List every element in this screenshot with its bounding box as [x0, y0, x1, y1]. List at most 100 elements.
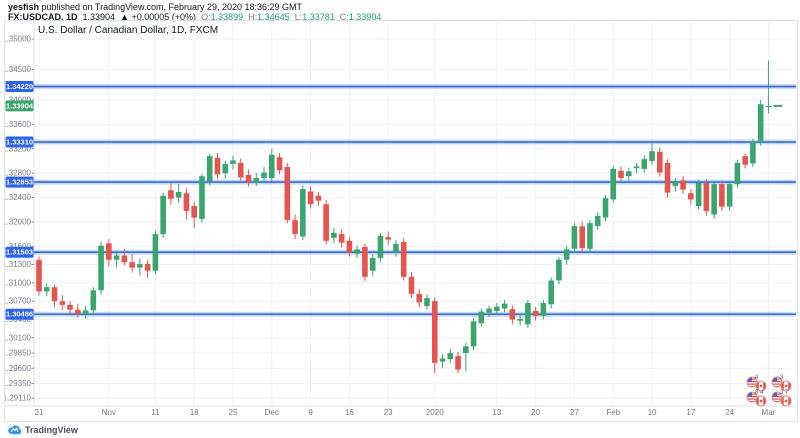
candle[interactable] [36, 259, 42, 292]
candle[interactable] [152, 234, 159, 271]
candle[interactable] [245, 174, 252, 183]
candle[interactable] [509, 309, 516, 320]
candle[interactable] [664, 162, 671, 193]
candle[interactable] [742, 156, 748, 165]
candle[interactable] [486, 308, 492, 313]
candle[interactable] [346, 240, 353, 253]
candle[interactable] [276, 157, 283, 171]
candle[interactable] [563, 249, 570, 260]
candle[interactable] [757, 104, 764, 141]
candle[interactable] [160, 195, 166, 235]
candle[interactable] [113, 255, 120, 260]
candle[interactable] [377, 235, 384, 258]
candle[interactable] [408, 276, 415, 294]
candle[interactable] [610, 168, 617, 200]
candle[interactable] [765, 105, 772, 108]
candle[interactable] [734, 162, 741, 185]
candle[interactable] [75, 309, 81, 314]
candle[interactable] [354, 249, 360, 254]
candle[interactable] [657, 151, 663, 173]
candle[interactable] [175, 192, 182, 198]
candle[interactable] [230, 160, 236, 164]
candle[interactable] [703, 182, 710, 211]
candle[interactable] [315, 195, 322, 201]
candle[interactable] [672, 181, 679, 186]
candle[interactable] [261, 172, 267, 179]
candle[interactable] [695, 182, 702, 207]
chart-legend-title[interactable]: U.S. Dollar / Canadian Dollar, 1D, FXCM [38, 25, 219, 36]
candle[interactable] [362, 246, 368, 277]
candle[interactable] [237, 162, 244, 178]
candle[interactable] [431, 301, 438, 363]
candle[interactable] [144, 263, 151, 271]
candle[interactable] [641, 159, 648, 169]
candle[interactable] [168, 190, 174, 199]
candle[interactable] [540, 303, 547, 316]
candle[interactable] [307, 191, 314, 205]
candle[interactable] [501, 303, 508, 309]
candle[interactable] [323, 204, 329, 241]
candle[interactable] [424, 298, 430, 307]
candle[interactable] [680, 180, 686, 190]
candle[interactable] [400, 242, 407, 277]
candle[interactable] [338, 234, 345, 243]
candle[interactable] [625, 171, 632, 177]
candle[interactable] [649, 151, 655, 161]
candle[interactable] [494, 306, 500, 311]
candle[interactable] [532, 310, 539, 316]
candle[interactable] [618, 170, 624, 179]
candle[interactable] [447, 353, 454, 360]
candle[interactable] [129, 262, 135, 268]
candle[interactable] [82, 310, 89, 314]
candle[interactable] [711, 184, 717, 215]
candle[interactable] [106, 243, 112, 260]
chart-canvas[interactable]: 1.35000 1.34500 1.34000 1.33600 1.33200 1.328… [2, 21, 797, 421]
candle[interactable] [369, 257, 376, 271]
candle[interactable] [385, 237, 391, 240]
candle[interactable] [292, 220, 298, 235]
candle[interactable] [478, 311, 485, 324]
candle[interactable] [183, 193, 190, 211]
candle[interactable] [191, 206, 197, 218]
candle[interactable] [90, 290, 97, 311]
idea-flag-marker[interactable]: 3 [771, 375, 797, 392]
candle[interactable] [470, 321, 477, 347]
idea-flag-marker[interactable]: 8 4 [746, 390, 772, 407]
candle[interactable] [726, 184, 733, 207]
candle[interactable] [579, 226, 585, 249]
candle[interactable] [67, 304, 73, 310]
candle[interactable] [269, 154, 275, 179]
candle[interactable] [253, 178, 260, 183]
candle[interactable] [393, 243, 399, 253]
candle[interactable] [137, 263, 143, 268]
tradingview-attribution[interactable]: TradingView [8, 423, 78, 436]
candle[interactable] [331, 232, 337, 238]
candle[interactable] [59, 301, 66, 305]
candle[interactable] [43, 287, 50, 292]
candle[interactable] [688, 193, 694, 200]
candle[interactable] [594, 215, 601, 227]
candle[interactable] [548, 280, 554, 305]
candle[interactable] [556, 259, 562, 281]
candle[interactable] [300, 188, 306, 237]
candle[interactable] [121, 255, 128, 263]
candle[interactable] [633, 166, 640, 169]
idea-flag-marker[interactable]: 4 [746, 375, 772, 392]
candle[interactable] [439, 358, 446, 362]
candle[interactable] [719, 184, 725, 207]
candle[interactable] [525, 303, 531, 325]
candle[interactable] [206, 156, 213, 182]
candle[interactable] [214, 157, 221, 175]
candle[interactable] [571, 226, 578, 249]
candle[interactable] [750, 142, 756, 164]
idea-flag-marker[interactable]: 3 7 [771, 390, 797, 407]
candle[interactable] [98, 245, 104, 291]
candle[interactable] [199, 176, 205, 219]
candle[interactable] [416, 293, 423, 303]
candle[interactable] [587, 223, 593, 249]
candle[interactable] [455, 356, 461, 370]
candle[interactable] [222, 163, 229, 174]
candle[interactable] [602, 198, 609, 218]
candle[interactable] [463, 346, 469, 354]
candle[interactable] [517, 318, 523, 321]
